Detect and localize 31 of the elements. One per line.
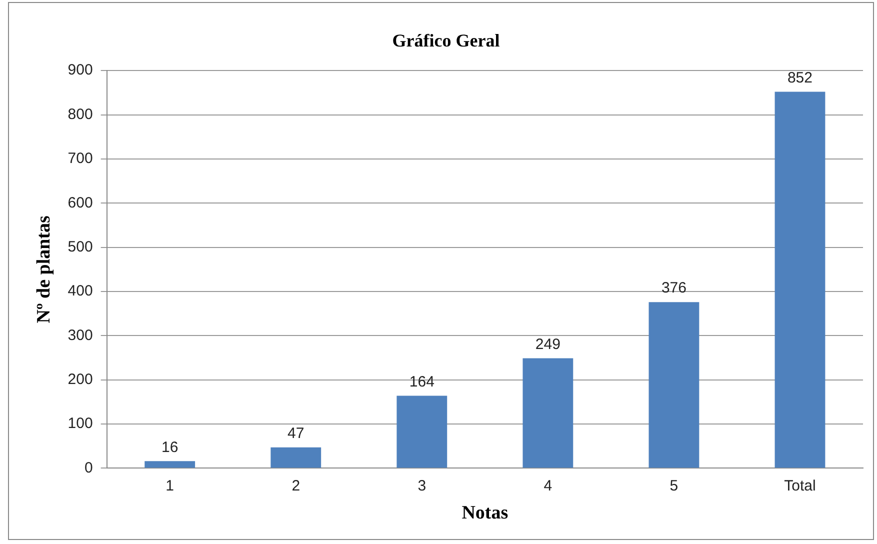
y-axis-title: Nº de plantas	[33, 216, 54, 324]
y-tick-label: 800	[68, 106, 93, 123]
y-tick-label: 200	[68, 370, 93, 388]
data-label: 852	[787, 69, 812, 86]
y-tick-label: 600	[68, 194, 93, 212]
y-tick-label: 0	[84, 459, 93, 476]
bar	[648, 302, 700, 468]
data-label: 376	[661, 280, 686, 297]
data-label: 249	[535, 336, 560, 353]
bar	[396, 396, 448, 468]
bar	[144, 461, 196, 468]
bar	[270, 447, 322, 468]
x-tick-label: 1	[166, 477, 174, 494]
data-label: 16	[162, 438, 178, 456]
y-tick-label: 700	[68, 150, 93, 168]
y-tick-label: 100	[68, 415, 93, 432]
y-tick-label: 500	[68, 238, 93, 256]
x-tick-label: 5	[670, 477, 678, 494]
bar	[522, 358, 574, 468]
x-axis-title: Notas	[462, 502, 508, 524]
y-tick-label: 900	[68, 62, 93, 79]
x-tick-label: 4	[544, 477, 552, 494]
x-tick-label: 3	[418, 477, 426, 494]
chart-title: Gráfico Geral	[392, 30, 500, 50]
bar	[774, 92, 826, 468]
data-label: 47	[288, 425, 304, 442]
y-tick-label: 300	[68, 326, 93, 344]
y-tick-label: 400	[68, 282, 93, 300]
data-label: 164	[409, 373, 434, 390]
x-tick-label: Total	[784, 477, 816, 494]
x-tick-label: 2	[292, 477, 300, 494]
